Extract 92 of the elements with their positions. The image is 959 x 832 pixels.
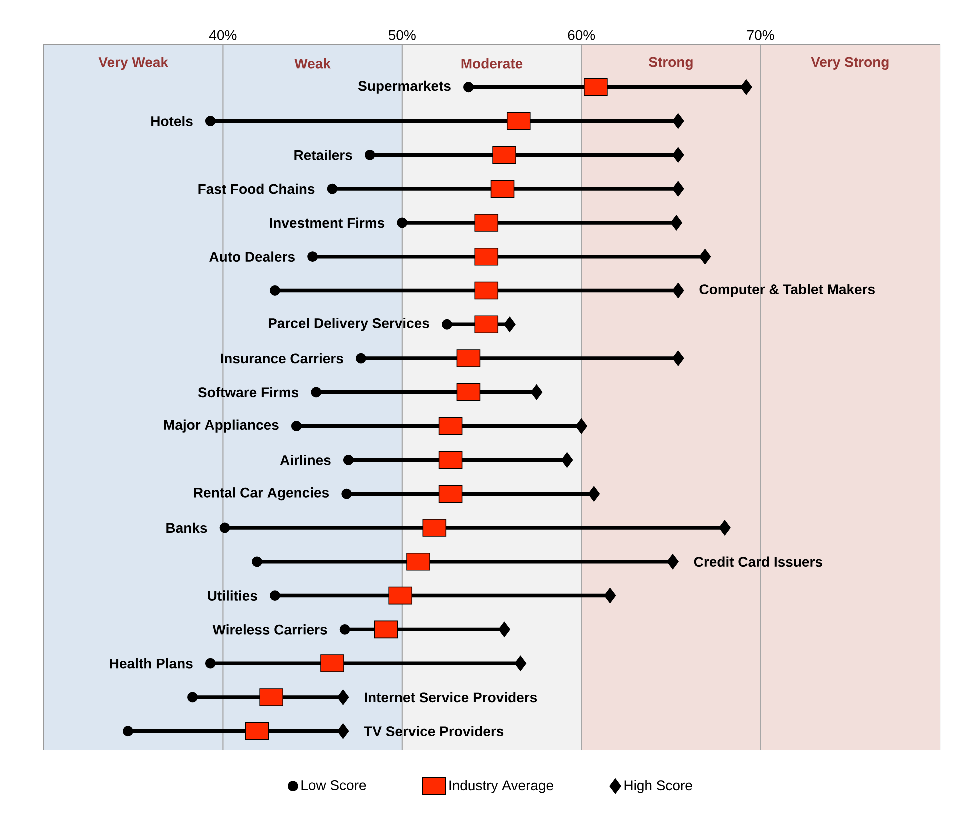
band-label: Very Weak [98, 57, 169, 70]
point [337, 724, 350, 740]
point [422, 519, 447, 537]
point [672, 350, 684, 366]
point [388, 586, 413, 605]
y-tick-label: Software Firms [198, 387, 299, 398]
point [474, 248, 499, 266]
point [498, 622, 510, 638]
y-tick-label: Parcel Delivery Services [268, 318, 430, 332]
y-tick-label: Fast Food Chains [198, 184, 315, 194]
point [490, 180, 515, 198]
point [342, 488, 352, 500]
point [672, 181, 684, 197]
x-tick-label: 40% [210, 30, 237, 40]
point [672, 283, 684, 298]
point [464, 82, 474, 93]
y-tick-label: Utilities [208, 590, 258, 601]
legend-label: Industry Average [450, 780, 554, 794]
point [456, 384, 481, 402]
point [672, 147, 684, 163]
y-tick-label: Rental Car Agencies [194, 488, 330, 501]
y-tick-label: Health Plans [110, 658, 193, 669]
y-tick-label: Supermarkets [358, 80, 451, 94]
point [308, 252, 318, 262]
point [220, 522, 230, 534]
point [667, 554, 679, 570]
point [530, 384, 543, 400]
point [672, 114, 684, 129]
point [561, 452, 574, 468]
x-tick-label: 60% [568, 30, 596, 40]
band-label: Moderate [462, 58, 523, 69]
band-label: Very Strong [811, 57, 889, 70]
y-tick-label: Hotels [152, 116, 193, 126]
point [270, 286, 280, 296]
point [699, 249, 712, 265]
point [397, 218, 408, 228]
point [584, 78, 608, 96]
y-tick-label: Internet Service Providers [365, 692, 538, 703]
legend-label: Low Score [302, 780, 366, 790]
y-tick-label: Banks [166, 522, 208, 534]
point [474, 282, 499, 300]
point [188, 692, 198, 703]
point [364, 150, 376, 160]
y-tick-label: Auto Dealers [210, 252, 295, 262]
point [311, 387, 322, 398]
point [719, 520, 731, 536]
y-tick-label: Wireless Carriers [212, 624, 328, 635]
x-tick-label: 70% [748, 30, 774, 40]
point [260, 688, 284, 706]
point [356, 353, 366, 364]
point [343, 455, 354, 466]
y-tick-label: TV Service Providers [364, 726, 504, 737]
point [123, 726, 134, 737]
point [588, 486, 600, 502]
point [474, 316, 499, 334]
y-tick-label: Retailers [294, 150, 352, 160]
point [492, 146, 516, 164]
point [442, 319, 452, 330]
point [252, 556, 262, 568]
point [270, 590, 280, 601]
point [740, 80, 752, 96]
point [340, 624, 350, 635]
point [337, 690, 350, 706]
point [506, 112, 531, 130]
legend-label: High Score [624, 780, 692, 794]
point [205, 116, 216, 126]
y-tick-label: Insurance Carriers [221, 353, 344, 364]
y-tick-label: Major Appliances [164, 420, 279, 433]
y-tick-label: Computer & Tablet Makers [700, 284, 875, 298]
point [670, 215, 682, 231]
point [438, 451, 463, 470]
point [245, 722, 270, 740]
point [514, 656, 527, 672]
point [374, 620, 398, 639]
point [205, 658, 216, 669]
y-tick-label: Investment Firms [270, 218, 385, 228]
band-label: Strong [649, 57, 693, 70]
point [327, 184, 338, 194]
band-label: Weak [294, 58, 331, 69]
point [291, 421, 302, 432]
x-tick-label: 50% [388, 30, 416, 40]
point [320, 654, 344, 672]
point [576, 418, 588, 434]
y-tick-label: Airlines [280, 455, 331, 466]
y-tick-label: Credit Card Issuers [694, 556, 822, 568]
point [438, 417, 463, 436]
point [474, 214, 499, 232]
point [604, 588, 616, 604]
point [438, 485, 463, 504]
point [406, 552, 430, 571]
point [504, 316, 516, 332]
point [456, 350, 481, 368]
